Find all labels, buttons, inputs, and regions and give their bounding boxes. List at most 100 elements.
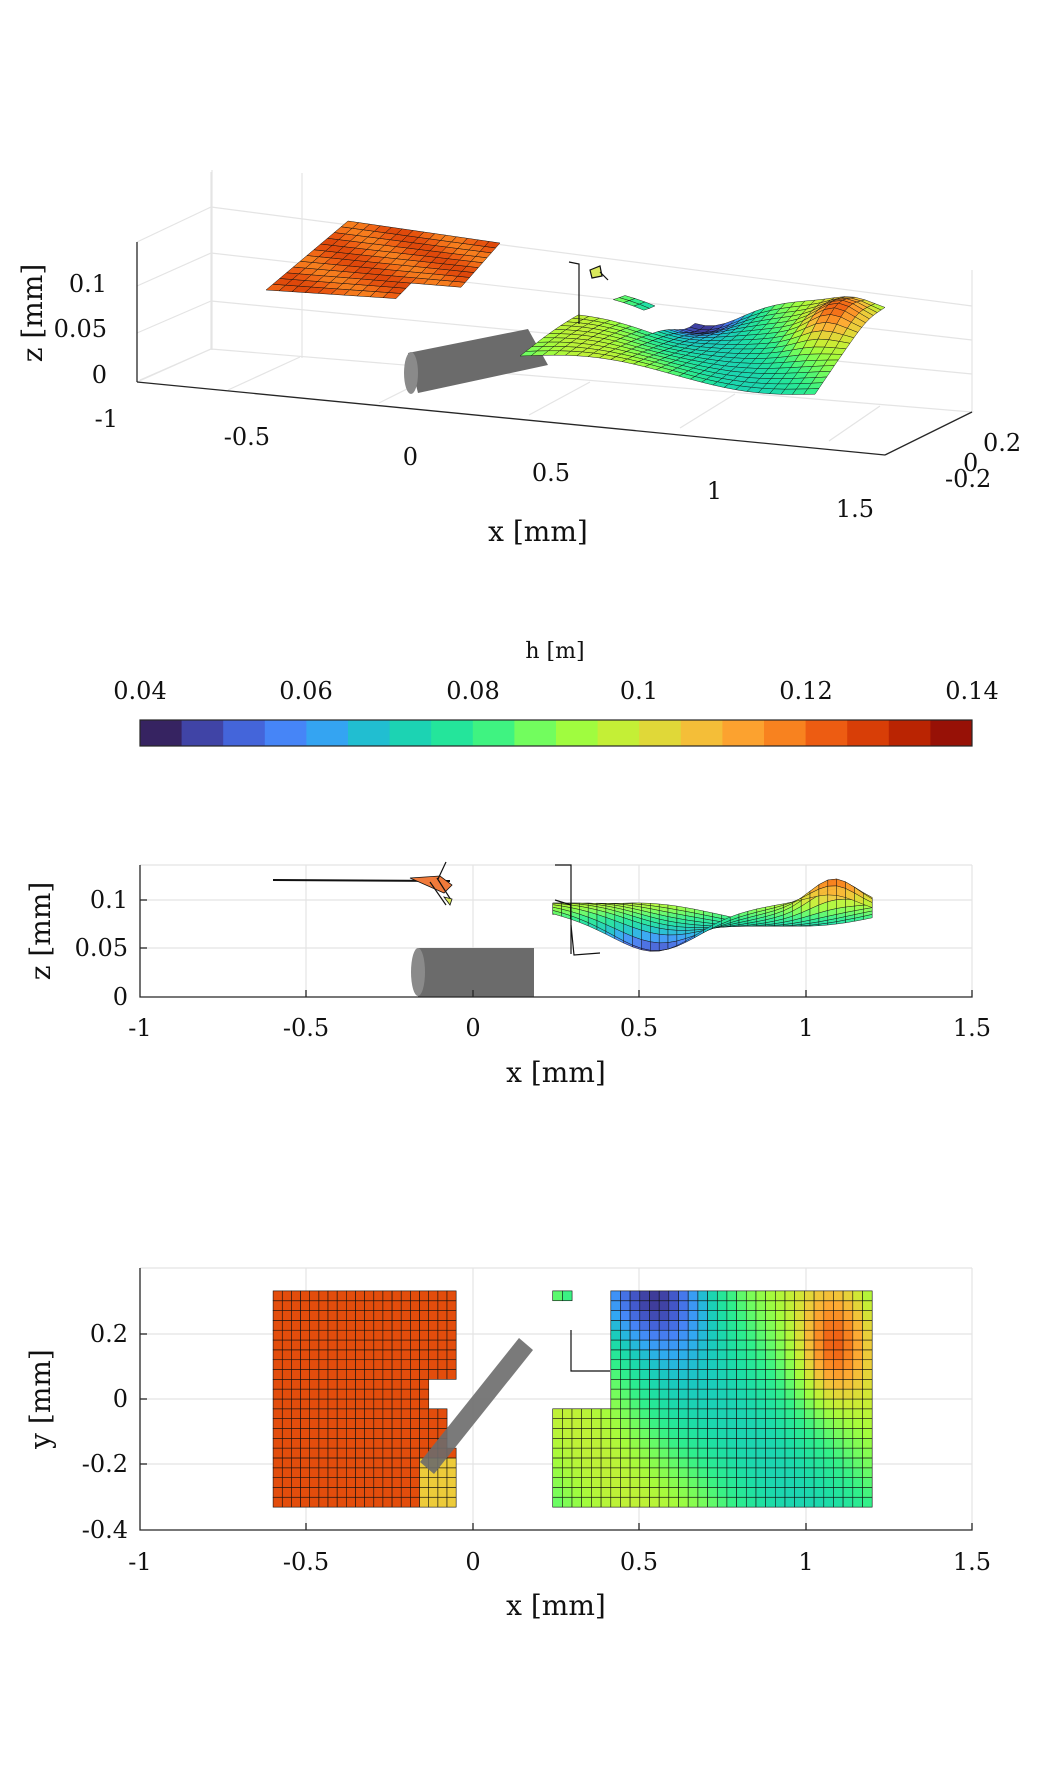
heatmap-cell	[852, 1359, 863, 1370]
heatmap-cell	[668, 1408, 679, 1419]
heatmap-cell	[327, 1438, 338, 1449]
heatmap-cell	[629, 1408, 641, 1419]
colorbar-cell	[847, 720, 890, 746]
heatmap-cell	[716, 1300, 728, 1311]
heatmap-cell	[364, 1467, 375, 1478]
xy-xtick-1: -0.5	[283, 1548, 329, 1576]
heatmap-cell	[736, 1379, 747, 1390]
heatmap-cell	[794, 1438, 805, 1449]
heatmap-cell	[345, 1408, 356, 1419]
cylinder-3d	[404, 329, 548, 394]
heatmap-cell	[823, 1290, 834, 1302]
heatmap-cell	[784, 1339, 795, 1351]
heatmap-cell	[391, 1447, 402, 1459]
heatmap-cell	[697, 1398, 708, 1410]
heatmap-cell	[716, 1447, 728, 1459]
heatmap-cell	[842, 1310, 854, 1321]
heatmap-cell	[291, 1418, 301, 1429]
heatmap-cell	[620, 1310, 631, 1321]
heatmap-cell	[336, 1467, 347, 1478]
heatmap-cell	[833, 1379, 844, 1390]
heatmap-cell	[562, 1428, 573, 1439]
heatmap-cell	[336, 1398, 347, 1410]
heatmap-cell	[410, 1359, 420, 1370]
heatmap-cell	[765, 1428, 776, 1439]
xy-xtick-5: 1.5	[953, 1548, 991, 1576]
heatmap-cell	[364, 1438, 375, 1449]
heatmap-cell	[364, 1477, 375, 1488]
heatmap-cell	[736, 1359, 747, 1370]
heatmap-cell	[291, 1349, 301, 1361]
heatmap-cell	[862, 1398, 873, 1410]
heatmap-cell	[639, 1300, 650, 1311]
heatmap-cell	[804, 1369, 815, 1380]
heatmap-cell	[318, 1388, 329, 1400]
heatmap-cell	[774, 1290, 786, 1302]
heatmap-cell	[600, 1418, 612, 1429]
xy-ytick-0: -0.4	[82, 1516, 128, 1544]
heatmap-cell	[309, 1359, 320, 1370]
heatmap-cell	[629, 1428, 641, 1439]
heatmap-cell	[716, 1339, 728, 1351]
heatmap-cell	[697, 1428, 708, 1439]
heatmap-cell	[552, 1408, 563, 1419]
heatmap-cell	[373, 1457, 384, 1469]
heatmap-cell	[745, 1467, 757, 1478]
xy-xtick-0: -1	[128, 1548, 151, 1576]
x-axis-label-3d: x [mm]	[488, 515, 588, 548]
heatmap-cell	[382, 1379, 393, 1390]
heatmap-cell	[697, 1369, 708, 1380]
heatmap-cell	[707, 1457, 718, 1469]
heatmap-cell	[327, 1497, 338, 1508]
heatmap-cell	[687, 1408, 699, 1419]
heatmap-cell	[581, 1447, 592, 1459]
heatmap-cell	[833, 1438, 844, 1449]
heatmap-cell	[281, 1310, 292, 1321]
heatmap-cell	[345, 1310, 356, 1321]
heatmap-cell	[373, 1290, 384, 1302]
heatmap-cell	[382, 1329, 393, 1341]
heatmap-cell	[610, 1349, 621, 1361]
heatmap-cell	[364, 1359, 375, 1370]
heatmap-cell	[658, 1339, 670, 1351]
heatmap-cell	[697, 1300, 708, 1311]
heatmap-cell	[774, 1300, 786, 1311]
heatmap-cell	[716, 1398, 728, 1410]
heatmap-cell	[678, 1467, 689, 1478]
heatmap-cell	[552, 1497, 563, 1508]
heatmap-cell	[707, 1329, 718, 1341]
heatmap-cell	[813, 1310, 825, 1321]
heatmap-cell	[765, 1290, 776, 1302]
heatmap-cell	[862, 1329, 873, 1341]
heatmap-cell	[726, 1349, 737, 1361]
xz-xtick-2: 0	[465, 1014, 480, 1042]
heatmap-cell	[804, 1428, 815, 1439]
heatmap-cell	[833, 1428, 844, 1439]
heatmap-cell	[318, 1398, 329, 1410]
colorbar-cell	[805, 720, 848, 746]
heatmap-cell	[765, 1310, 776, 1321]
heatmap-cell	[765, 1329, 776, 1341]
heatmap-cell	[629, 1418, 641, 1429]
heatmap-cell	[678, 1320, 689, 1331]
heatmap-cell	[355, 1438, 365, 1449]
heatmap-cell	[610, 1477, 621, 1488]
heatmap-cell	[391, 1477, 402, 1488]
heatmap-cell	[852, 1408, 863, 1419]
heatmap-cell	[639, 1369, 650, 1380]
heatmap-cell	[355, 1408, 365, 1419]
heatmap-cell	[649, 1418, 660, 1429]
heatmap-cell	[382, 1428, 393, 1439]
heatmap-cell	[678, 1418, 689, 1429]
surface-cell	[650, 932, 660, 944]
heatmap-cell	[336, 1339, 347, 1351]
heatmap-cell	[571, 1408, 582, 1419]
xz-xtick-4: 1	[798, 1014, 813, 1042]
heatmap-cell	[552, 1487, 563, 1498]
heatmap-cell	[428, 1349, 439, 1361]
heatmap-cell	[842, 1388, 854, 1400]
heatmap-cell	[707, 1339, 718, 1351]
heatmap-cell	[813, 1388, 825, 1400]
heatmap-cell	[629, 1398, 641, 1410]
heatmap-cell	[716, 1310, 728, 1321]
